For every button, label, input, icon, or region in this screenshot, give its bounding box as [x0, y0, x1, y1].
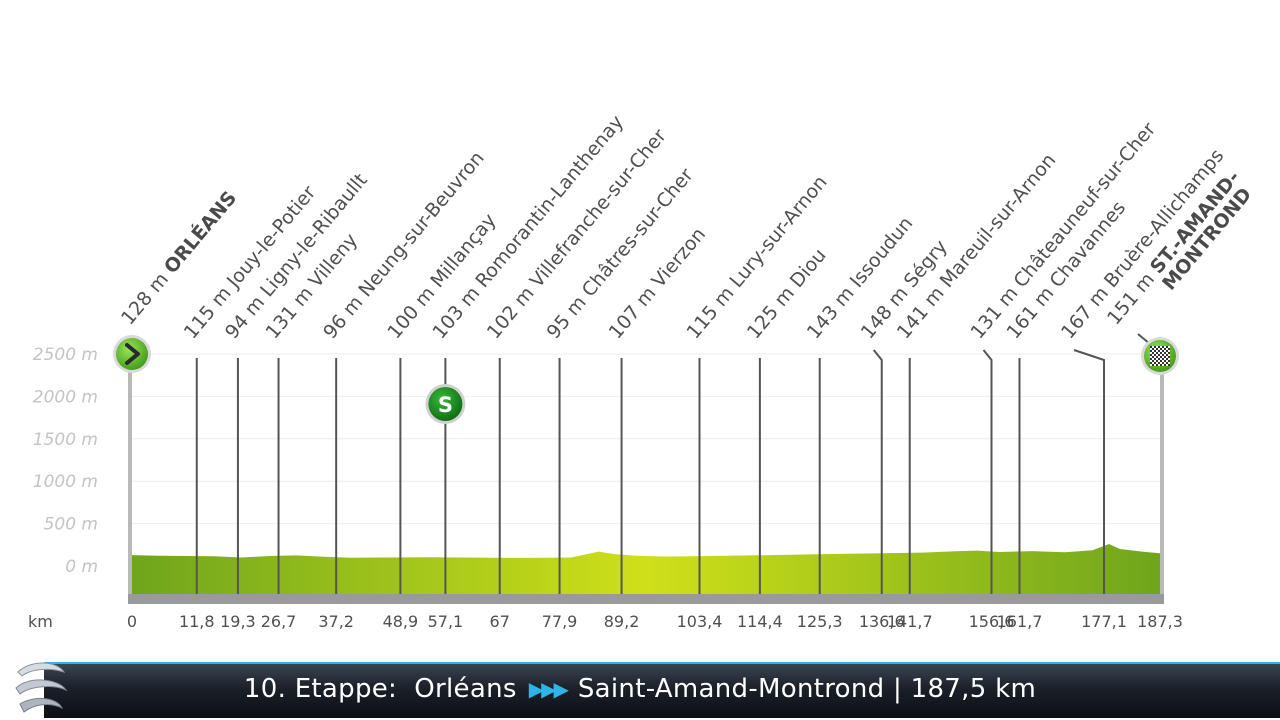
- x-tick-label: 156,6: [969, 612, 1015, 631]
- sprint-s-icon: S: [438, 393, 453, 417]
- waypoint-name: Neung-sur-Beuvron: [354, 147, 488, 301]
- finish-flag-icon: [1137, 333, 1179, 375]
- x-tick-label: 11,8: [179, 612, 215, 631]
- stage-number: 10. Etappe:: [243, 674, 398, 704]
- sprint-marker: S: [425, 384, 466, 424]
- waypoint-name: Châtres-sur-Cher: [578, 164, 698, 301]
- base-bar: [128, 594, 1164, 604]
- waypoint-name: Vierzon: [648, 223, 710, 292]
- waypoint-elevation: 107 m: [605, 278, 665, 343]
- waypoint-pole: [982, 349, 993, 594]
- stage-title: 10. Etappe: Orléans ▶▶▶ Saint-Amand-Mont…: [0, 662, 1280, 716]
- waypoint-elevation: 128 m: [117, 264, 177, 329]
- x-tick-label: 57,1: [428, 612, 464, 631]
- footer-bar: [44, 662, 1280, 718]
- right-axis-bar: [1160, 358, 1164, 604]
- y-tick-label: 500 m: [44, 515, 98, 535]
- x-tick-label: 125,3: [797, 612, 843, 631]
- x-axis: km 0 11,8 19,3 26,7 37,2 48,9 57,1 67 77,9 89,2 103…: [28, 612, 1183, 631]
- y-tick-label: 0 m: [65, 557, 98, 577]
- stage-to: Saint-Amand-Montrond | 187,5 km: [577, 674, 1037, 704]
- start-chevron-icon: [113, 335, 151, 373]
- grid-lines: [132, 353, 1160, 567]
- y-tick-label: 1500 m: [33, 430, 98, 450]
- x-axis-label: km: [28, 612, 53, 631]
- x-tick-label: 114,4: [737, 612, 783, 631]
- sprint-marker-ball: [428, 387, 463, 421]
- waypoint-name: ORLÉANS: [159, 186, 241, 278]
- axes-frame: [128, 358, 1164, 604]
- waypoint-pole: [1073, 349, 1106, 594]
- x-tick-label: 37,2: [318, 612, 354, 631]
- waypoint-elevation: 125 m: [743, 278, 803, 343]
- waypoint-pole: [872, 349, 883, 594]
- route-arrows-icon: ▶▶▶: [528, 677, 569, 701]
- start-marker-ball: [116, 338, 148, 370]
- x-tick-label: 67: [490, 612, 510, 631]
- x-tick-label: 0: [127, 612, 137, 631]
- waypoint-elevation: 143 m: [803, 278, 863, 343]
- y-tick-label: 2000 m: [33, 387, 98, 407]
- stage-footer: 10. Etappe: Orléans ▶▶▶ Saint-Amand-Mont…: [0, 660, 1280, 720]
- x-tick-label: 19,3: [220, 612, 256, 631]
- x-tick-label: 77,9: [542, 612, 578, 631]
- broadcaster-logo-icon: [15, 662, 68, 713]
- stage-from: Orléans: [414, 674, 517, 704]
- x-tick-label: 177,1: [1081, 612, 1127, 631]
- left-axis-bar: [128, 358, 132, 604]
- markers: S: [113, 333, 1179, 424]
- stage-profile-chart: 2500 m 2000 m 1500 m 1000 m 500 m 0 m 128 m O…: [28, 111, 1256, 631]
- x-tick-label: 161,7: [997, 612, 1043, 631]
- y-tick-label: 1000 m: [33, 472, 98, 492]
- x-tick-label: 89,2: [604, 612, 640, 631]
- x-tick-label: 136,6: [859, 612, 905, 631]
- x-tick-label: 187,3: [1137, 612, 1183, 631]
- y-axis: 2500 m 2000 m 1500 m 1000 m 500 m 0 m: [33, 345, 98, 577]
- x-tick-label: 103,4: [677, 612, 723, 631]
- chevron-right-icon: [125, 343, 140, 365]
- x-tick-label: 26,7: [261, 612, 297, 631]
- x-tick-label: 48,9: [383, 612, 419, 631]
- x-tick-label: 141,7: [887, 612, 933, 631]
- y-tick-label: 2500 m: [33, 345, 98, 365]
- checkered-flag-icon: [1150, 346, 1170, 366]
- waypoint-elevation: 115 m: [682, 278, 742, 343]
- elevation-area: [132, 544, 1160, 604]
